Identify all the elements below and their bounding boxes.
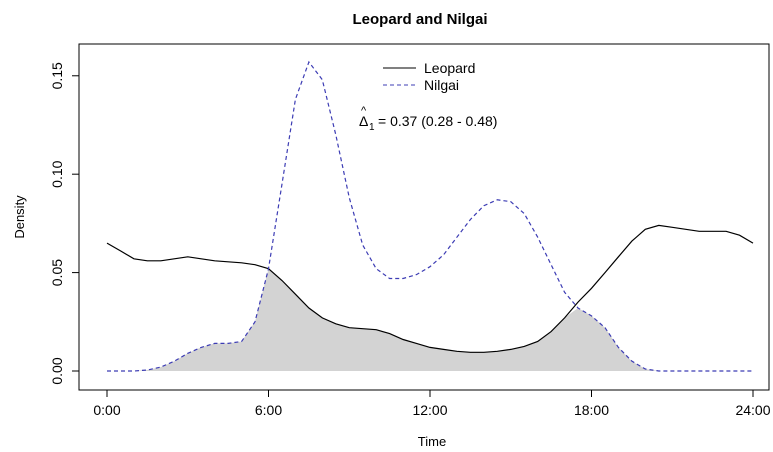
x-tick-label: 6:00 bbox=[255, 402, 282, 418]
x-tick-label: 0:00 bbox=[93, 402, 120, 418]
overlap-area-fill bbox=[107, 268, 753, 371]
legend-leopard-label: Leopard bbox=[424, 60, 475, 76]
x-tick-label: 18:00 bbox=[574, 402, 609, 418]
chart-title: Leopard and Nilgai bbox=[352, 11, 487, 28]
plot-frame bbox=[78, 43, 770, 391]
annotation-text: = 0.37 (0.28 - 0.48) bbox=[378, 113, 497, 129]
y-tick-label: 0.05 bbox=[49, 259, 65, 286]
overlap-coefficient-annotation: Δ ^ 1 = 0.37 (0.28 - 0.48) bbox=[359, 105, 497, 133]
legend: Leopard Nilgai bbox=[383, 60, 475, 93]
y-tick-label: 0.00 bbox=[49, 357, 65, 384]
overlap-area bbox=[107, 268, 753, 371]
delta-symbol: Δ bbox=[359, 113, 368, 129]
legend-nilgai-label: Nilgai bbox=[424, 77, 459, 93]
x-tick-label: 24:00 bbox=[735, 402, 770, 418]
y-tick-label: 0.15 bbox=[49, 62, 65, 89]
y-axis-label: Density bbox=[12, 195, 27, 239]
delta-hat: ^ bbox=[361, 105, 367, 117]
x-axis-label: Time bbox=[418, 434, 446, 449]
y-axis: 0.00 0.05 0.10 0.15 bbox=[49, 62, 80, 385]
y-tick-label: 0.10 bbox=[49, 160, 65, 187]
delta-subscript: 1 bbox=[369, 122, 375, 133]
x-axis: 0:00 6:00 12:00 18:00 24:00 bbox=[93, 389, 771, 418]
series-lines bbox=[106, 60, 754, 372]
series-line-leopard bbox=[106, 224, 754, 353]
series-line-nilgai bbox=[107, 60, 753, 372]
x-tick-label: 12:00 bbox=[412, 402, 447, 418]
